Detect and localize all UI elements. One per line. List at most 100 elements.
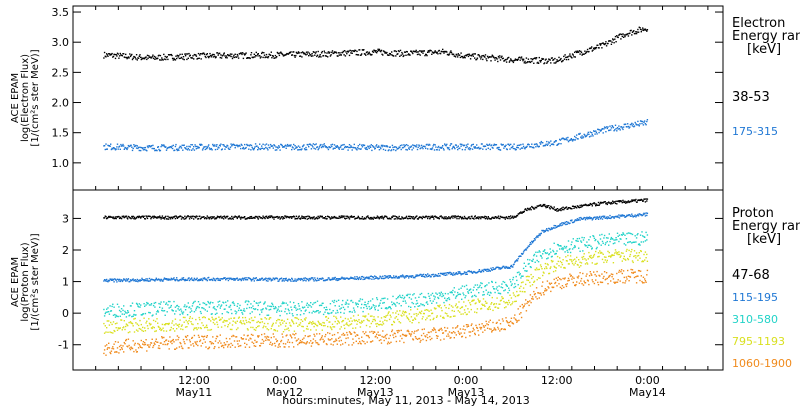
data-point bbox=[457, 273, 459, 275]
data-point bbox=[457, 310, 459, 312]
data-point bbox=[555, 61, 557, 63]
data-point bbox=[137, 215, 139, 218]
data-point bbox=[465, 271, 468, 274]
data-point bbox=[227, 215, 229, 218]
data-point bbox=[319, 144, 321, 146]
data-point bbox=[266, 314, 268, 316]
data-point bbox=[244, 54, 246, 56]
data-point bbox=[189, 54, 191, 56]
data-point bbox=[138, 149, 140, 152]
data-point bbox=[322, 55, 325, 57]
data-point bbox=[410, 306, 412, 308]
data-point bbox=[636, 201, 638, 203]
data-point bbox=[203, 217, 206, 220]
data-point bbox=[175, 278, 177, 281]
data-point bbox=[345, 51, 347, 53]
data-point bbox=[223, 145, 225, 147]
data-point bbox=[402, 275, 404, 277]
data-point bbox=[451, 292, 453, 294]
data-point bbox=[554, 227, 556, 229]
data-point bbox=[529, 281, 531, 284]
data-point bbox=[448, 216, 450, 218]
data-point bbox=[197, 327, 200, 329]
data-point bbox=[240, 322, 242, 324]
data-point bbox=[197, 323, 199, 325]
data-point bbox=[350, 146, 353, 148]
data-point bbox=[177, 148, 179, 150]
data-point bbox=[282, 278, 285, 280]
data-point bbox=[328, 216, 330, 218]
data-point bbox=[644, 213, 646, 215]
data-point bbox=[567, 58, 570, 61]
data-point bbox=[600, 217, 602, 219]
data-point bbox=[120, 308, 123, 310]
data-point bbox=[127, 331, 130, 334]
data-point bbox=[546, 206, 549, 208]
data-point bbox=[397, 318, 399, 321]
data-point bbox=[194, 327, 196, 329]
data-point bbox=[277, 217, 279, 219]
data-point bbox=[166, 279, 168, 281]
data-point bbox=[267, 280, 269, 282]
data-point bbox=[237, 215, 240, 218]
data-point bbox=[337, 147, 340, 149]
data-point bbox=[571, 140, 574, 142]
data-point bbox=[420, 275, 423, 277]
data-point bbox=[382, 217, 384, 219]
data-point bbox=[558, 265, 560, 267]
data-point bbox=[313, 216, 315, 218]
data-point bbox=[339, 52, 341, 54]
data-point bbox=[369, 278, 371, 280]
data-point bbox=[488, 144, 490, 146]
data-point bbox=[375, 305, 377, 307]
data-point bbox=[139, 54, 141, 56]
data-point bbox=[371, 145, 374, 147]
data-point bbox=[405, 294, 408, 296]
data-point bbox=[173, 57, 175, 60]
data-point bbox=[380, 299, 382, 302]
data-point bbox=[497, 55, 500, 58]
data-point bbox=[447, 293, 449, 295]
data-point bbox=[316, 300, 319, 302]
data-point bbox=[345, 301, 347, 303]
data-point bbox=[124, 279, 126, 281]
data-point bbox=[640, 31, 642, 33]
data-point bbox=[160, 145, 162, 148]
data-point bbox=[228, 318, 230, 320]
data-point bbox=[606, 127, 608, 130]
data-point bbox=[275, 56, 277, 59]
data-point bbox=[131, 53, 133, 56]
data-point bbox=[148, 277, 151, 280]
data-point bbox=[198, 336, 200, 338]
data-point bbox=[586, 241, 588, 243]
data-point bbox=[339, 308, 341, 310]
data-point bbox=[236, 53, 238, 56]
data-point bbox=[615, 237, 617, 239]
data-point bbox=[387, 277, 389, 279]
data-point bbox=[104, 312, 106, 315]
data-point bbox=[414, 306, 416, 308]
data-point bbox=[467, 143, 469, 145]
data-point bbox=[529, 241, 532, 244]
data-point bbox=[301, 56, 303, 58]
data-point bbox=[138, 343, 140, 346]
data-point bbox=[595, 248, 598, 250]
data-point bbox=[354, 217, 357, 220]
data-point bbox=[428, 295, 430, 297]
data-point bbox=[191, 317, 194, 320]
data-point bbox=[283, 217, 285, 219]
data-point bbox=[409, 54, 411, 56]
data-point bbox=[274, 145, 276, 147]
data-point bbox=[244, 323, 246, 325]
data-point bbox=[382, 54, 384, 56]
data-point bbox=[644, 236, 646, 238]
data-point bbox=[593, 202, 596, 204]
data-point bbox=[454, 297, 457, 299]
data-point bbox=[574, 56, 576, 58]
data-point bbox=[206, 147, 208, 149]
data-point bbox=[135, 54, 138, 56]
data-point bbox=[114, 323, 117, 325]
data-point bbox=[161, 215, 164, 217]
data-point bbox=[185, 336, 187, 338]
data-point bbox=[230, 143, 232, 145]
